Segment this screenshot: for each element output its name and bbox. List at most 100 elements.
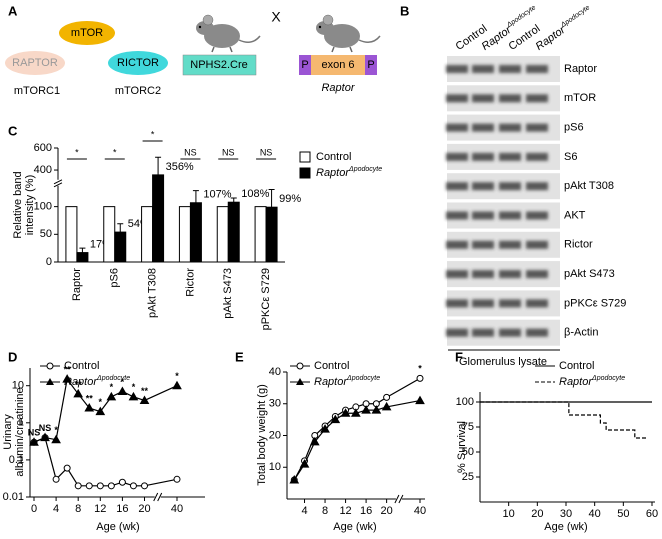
y-tick-label: 50 <box>40 228 52 240</box>
error-bar <box>117 223 124 233</box>
legend-label: Control <box>64 360 99 372</box>
significance-label: * <box>151 129 155 139</box>
point <box>173 475 181 483</box>
legend-label: Control <box>314 360 349 372</box>
x-tick-label: 20 <box>531 508 543 520</box>
point <box>96 482 104 490</box>
point <box>74 482 82 490</box>
significance-label: ** <box>75 379 83 389</box>
panel-b: B Glomerulus lysate ControlRaptorΔpodocy… <box>400 3 626 367</box>
x-tick-label: 16 <box>116 503 128 515</box>
legend-name: Raptor <box>559 376 593 388</box>
row-label: Rictor <box>564 239 593 251</box>
point <box>320 424 330 433</box>
value-label: 99% <box>279 193 301 205</box>
bar <box>152 174 165 263</box>
significance-label: * <box>418 364 422 374</box>
point <box>381 401 392 411</box>
legend-label: RaptorΔpodocyte <box>64 375 130 388</box>
point <box>340 408 351 417</box>
complex-shape <box>59 21 115 45</box>
y-tick-label: 40 <box>269 366 281 378</box>
gene-label: Raptor <box>321 82 355 94</box>
value-label: 356% <box>166 161 194 173</box>
blot-band <box>499 152 521 161</box>
legend-name: Control <box>314 360 349 372</box>
row-label: pAkt S473 <box>564 268 615 280</box>
blot-band <box>472 94 494 103</box>
significance-label: * <box>132 382 136 392</box>
point <box>117 386 128 395</box>
y-axis-label: intensity (%) <box>24 175 36 236</box>
significance-label: ** <box>86 393 94 403</box>
point <box>383 393 391 401</box>
y-axis-label: Relative band <box>12 171 24 238</box>
blot-band <box>499 211 521 220</box>
row-label: pAkt T308 <box>564 180 614 192</box>
panel-label: E <box>235 349 244 364</box>
x-axis-label: Age (wk) <box>96 521 139 533</box>
x-tick-label: 8 <box>75 503 81 515</box>
point <box>118 478 126 486</box>
y-tick-label: 100 <box>456 396 474 408</box>
blot-band <box>499 65 521 73</box>
x-tick-label: 0 <box>31 503 37 515</box>
x-tick-label: 40 <box>589 508 601 520</box>
y-tick-label: 20 <box>269 429 281 441</box>
significance-label: * <box>121 377 125 387</box>
x-tick-label: 30 <box>560 508 572 520</box>
y-tick-label: 1 <box>18 417 24 429</box>
point <box>128 391 139 401</box>
point <box>107 482 115 490</box>
significance-label: NS <box>222 147 235 157</box>
series-line <box>293 377 421 481</box>
point <box>62 374 73 383</box>
y-tick-label: 100 <box>34 201 52 213</box>
blot-band <box>472 240 494 249</box>
legend-marker <box>46 378 54 385</box>
column-superscript: Δpodocyte <box>559 5 591 30</box>
construct-box <box>299 55 311 75</box>
blot-band <box>526 240 548 249</box>
bar <box>65 206 78 263</box>
blot-band <box>472 328 494 337</box>
row-label: Raptor <box>564 63 597 75</box>
panel-label: B <box>400 3 409 18</box>
value-label: 108% <box>241 188 269 200</box>
complex-label: mTOR <box>71 27 103 39</box>
x-tick-label: pS6 <box>109 268 121 288</box>
construct-label: P <box>367 59 374 71</box>
y-axis-label: albumin/creatinine <box>14 387 26 476</box>
construct-box <box>311 55 365 75</box>
component-shape <box>5 51 65 75</box>
x-tick-label: pAkt S473 <box>222 268 234 319</box>
blot-band <box>526 328 548 337</box>
bar <box>189 202 202 263</box>
blot-band <box>446 152 468 161</box>
significance-label: * <box>54 425 58 435</box>
blot-band <box>526 94 548 103</box>
legend-label: Control <box>316 151 351 163</box>
error-bar <box>155 156 162 175</box>
blot-band <box>446 94 468 103</box>
bar <box>76 252 89 263</box>
blot-band <box>446 328 468 337</box>
blot-band <box>472 152 494 161</box>
significance-label: * <box>113 147 117 157</box>
point <box>106 391 117 401</box>
point <box>415 395 425 405</box>
legend-marker <box>46 362 54 370</box>
legend-superscript: Δpodocyte <box>346 375 380 382</box>
mouse-icon <box>195 14 261 53</box>
row-label: pPKCε S729 <box>564 297 626 309</box>
error-bar <box>79 247 86 253</box>
value-label: 107% <box>203 189 231 201</box>
x-tick-label: 4 <box>53 503 59 515</box>
point <box>63 464 71 472</box>
bar <box>141 206 154 263</box>
point <box>29 437 39 446</box>
blot-band <box>499 240 521 249</box>
significance-label: ** <box>64 365 72 375</box>
bar <box>178 206 191 263</box>
